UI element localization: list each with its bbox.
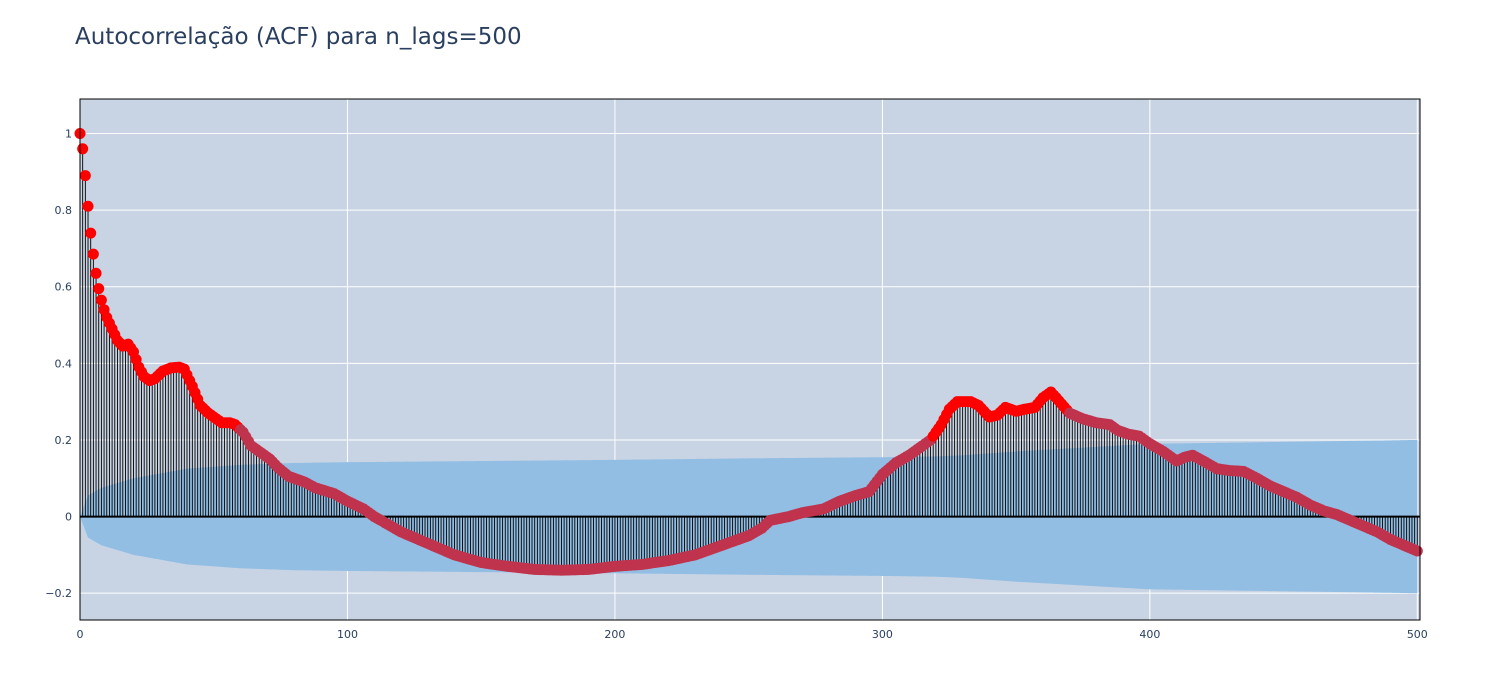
acf-point [82,200,94,212]
acf-point [90,267,102,279]
x-tick-label: 100 [337,628,358,641]
y-tick-label: 0.8 [55,204,73,217]
x-tick-label: 500 [1407,628,1428,641]
acf-point [95,294,107,306]
plot-frame [79,98,1421,621]
grid-lines [79,99,1420,620]
x-tick-label: 200 [604,628,625,641]
acf-point [79,170,91,182]
acf-point [93,283,105,295]
y-tick-label: 0.6 [55,281,73,294]
acf-point [77,143,89,155]
y-tick-label: 0 [65,511,72,524]
acf-point [85,227,97,239]
y-tick-label: −0.2 [45,587,72,600]
y-tick-label: 0.2 [55,434,73,447]
acf-point [87,248,99,260]
axis-ticks: 0 100 200 300 400 500 −0.2 0 0.2 0.4 0.6 0.8 1 [45,127,1428,641]
acf-point [1411,545,1423,557]
y-tick-label: 1 [65,127,72,140]
y-tick-label: 0.4 [55,357,73,370]
x-tick-label: 400 [1139,628,1160,641]
x-tick-label: 300 [872,628,893,641]
x-tick-label: 0 [77,628,84,641]
acf-markers [74,127,1423,576]
chart-title: Autocorrelação (ACF) para n_lags=500 [75,24,522,50]
